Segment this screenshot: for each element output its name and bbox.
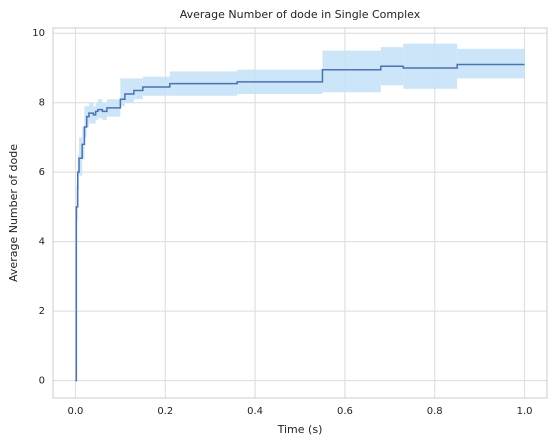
confidence-band [124, 78, 134, 103]
confidence-band [322, 50, 381, 93]
x-tick-label: 1.0 [517, 406, 533, 417]
y-tick-label: 8 [39, 98, 45, 109]
confidence-band [457, 48, 525, 79]
y-tick-label: 6 [39, 167, 45, 178]
y-tick-label: 10 [32, 28, 45, 39]
x-tick-label: 0.0 [68, 406, 84, 417]
y-tick-label: 0 [39, 376, 45, 387]
x-tick-label: 0.2 [157, 406, 173, 417]
confidence-band [97, 99, 103, 119]
confidence-band [120, 78, 125, 107]
chart-title: Average Number of dode in Single Complex [180, 8, 421, 21]
confidence-band [142, 76, 170, 96]
confidence-band [82, 127, 85, 159]
confidence-band [84, 106, 87, 138]
x-tick-label: 0.4 [247, 406, 263, 417]
line [75, 63, 525, 382]
confidence-band [133, 78, 143, 100]
x-axis-label: Time (s) [277, 423, 323, 436]
x-tick-label: 0.8 [427, 406, 443, 417]
plot-frame [52, 27, 548, 399]
x-tick-label: 0.6 [337, 406, 353, 417]
confidence-band [79, 137, 83, 176]
confidence-band [403, 43, 458, 89]
y-tick-label: 2 [39, 306, 45, 317]
y-tick-label: 4 [39, 237, 45, 248]
y-axis-label: Average Number of dode [7, 144, 20, 282]
